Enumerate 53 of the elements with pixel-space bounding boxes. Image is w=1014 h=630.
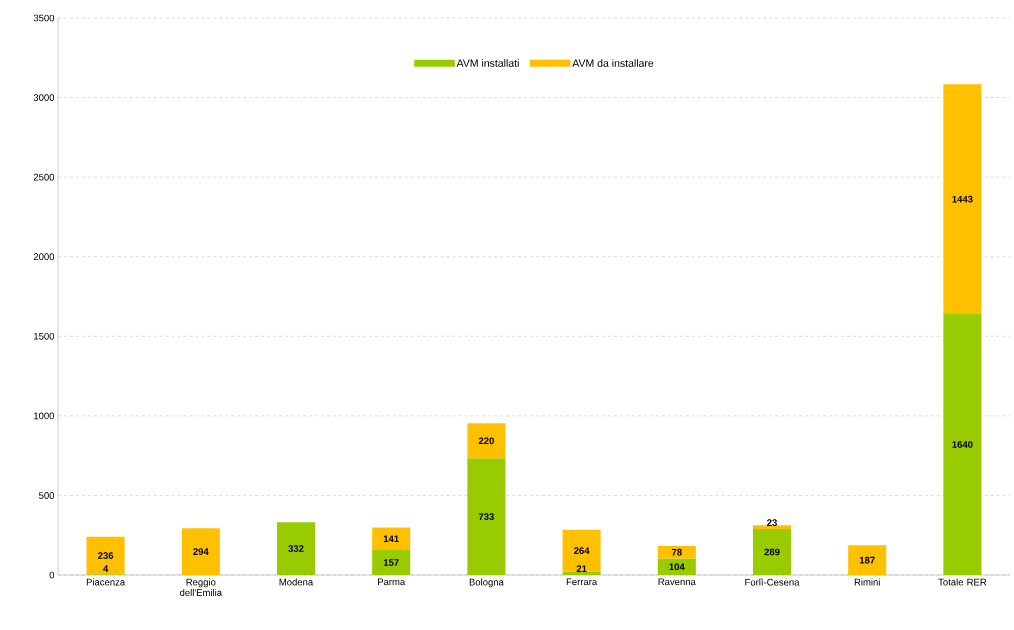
y-tick-label: 3500 bbox=[33, 14, 55, 22]
legend-label: AVM da installare bbox=[572, 59, 654, 67]
x-tick-label: Rimini bbox=[854, 578, 880, 586]
data-label: 1443 bbox=[952, 195, 973, 203]
data-label: 289 bbox=[764, 548, 780, 556]
bar bbox=[943, 84, 982, 314]
bar bbox=[657, 558, 696, 575]
x-tick-label: Reggio dell'Emilia bbox=[179, 578, 223, 596]
bar bbox=[372, 527, 411, 551]
bar bbox=[467, 458, 506, 575]
bar bbox=[86, 536, 125, 575]
y-tick-label: 0 bbox=[49, 571, 55, 579]
bar bbox=[657, 546, 696, 559]
y-tick-label: 500 bbox=[39, 492, 55, 499]
bar bbox=[467, 423, 506, 459]
x-tick-label: Modena bbox=[279, 578, 314, 586]
bar bbox=[562, 571, 601, 575]
data-label: 332 bbox=[288, 545, 304, 552]
data-label: 141 bbox=[383, 535, 399, 543]
y-tick-label: 1500 bbox=[34, 332, 55, 340]
legend-label: AVM installati bbox=[456, 59, 519, 67]
y-tick-label: 3000 bbox=[33, 94, 55, 101]
x-tick-label: Piacenza bbox=[86, 578, 126, 586]
bar bbox=[372, 550, 411, 575]
bar bbox=[276, 522, 316, 575]
data-label: 236 bbox=[98, 552, 114, 559]
data-label: 264 bbox=[574, 547, 590, 555]
data-label: 733 bbox=[478, 513, 494, 521]
data-label: 4 bbox=[103, 565, 109, 572]
data-label: 220 bbox=[478, 437, 494, 445]
bar bbox=[562, 529, 601, 572]
x-tick-label: Ferrara bbox=[566, 578, 598, 586]
data-label: 104 bbox=[669, 563, 685, 571]
data-label: 157 bbox=[383, 559, 399, 566]
data-label: 187 bbox=[859, 556, 875, 564]
data-label: 294 bbox=[193, 548, 209, 555]
y-tick-label: 1000 bbox=[34, 412, 55, 420]
bar bbox=[752, 529, 792, 575]
x-tick-label: Parma bbox=[377, 578, 406, 586]
x-tick-label: Bologna bbox=[469, 578, 504, 588]
bar bbox=[848, 545, 887, 575]
bar bbox=[752, 525, 792, 530]
x-tick-label: Forlì-Cesena bbox=[745, 578, 800, 586]
data-label: 78 bbox=[671, 548, 682, 556]
data-label: 23 bbox=[767, 519, 777, 527]
y-tick-label: 2500 bbox=[33, 173, 55, 181]
x-tick-label: Totale RER bbox=[938, 578, 987, 586]
bar bbox=[181, 528, 220, 575]
data-label: 21 bbox=[576, 565, 587, 572]
y-tick-label: 2000 bbox=[33, 253, 55, 261]
bar bbox=[943, 314, 982, 575]
x-tick-label: Ravenna bbox=[658, 578, 696, 586]
data-label: 1640 bbox=[952, 441, 973, 448]
